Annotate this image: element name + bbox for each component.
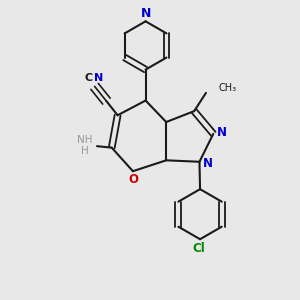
Text: N: N [203, 157, 213, 170]
Text: N: N [217, 126, 226, 139]
Text: O: O [128, 173, 139, 186]
Text: N: N [140, 8, 151, 20]
Text: H: H [81, 146, 88, 157]
Text: CH₃: CH₃ [218, 83, 236, 94]
Text: NH: NH [77, 135, 92, 145]
Text: C: C [84, 73, 92, 83]
Text: Cl: Cl [192, 242, 205, 254]
Text: N: N [94, 73, 103, 83]
